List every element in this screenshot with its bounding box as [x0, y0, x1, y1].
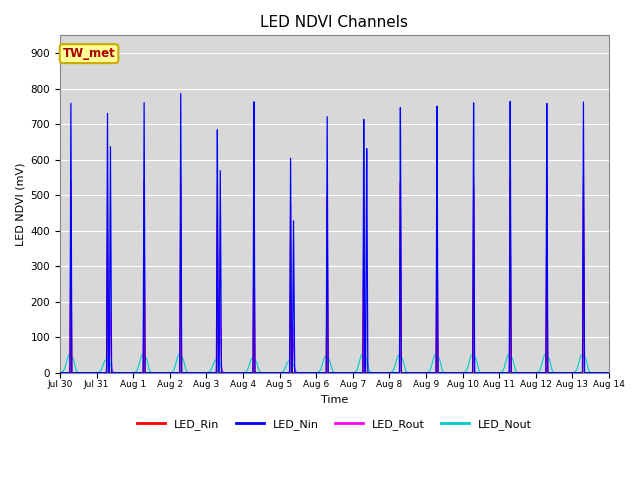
- LED_Nin: [173, 370, 181, 375]
- LED_Rout: [262, 370, 269, 375]
- LED_Rout: [488, 370, 496, 375]
- LED_Rout: [173, 370, 181, 375]
- LED_Nout: [262, 370, 269, 375]
- LED_Rout: [410, 370, 418, 375]
- LED_Nin: [605, 370, 613, 375]
- LED_Nin: [410, 370, 418, 375]
- LED_Rout: [250, 177, 258, 183]
- LED_Rin: [177, 173, 184, 179]
- LED_Rin: [56, 370, 64, 375]
- Line: LED_Nin: LED_Nin: [60, 94, 609, 372]
- LED_Nout: [488, 370, 496, 375]
- LED_Rin: [168, 370, 175, 375]
- Legend: LED_Rin, LED_Nin, LED_Rout, LED_Nout: LED_Rin, LED_Nin, LED_Rout, LED_Nout: [132, 415, 536, 434]
- LED_Rin: [173, 370, 181, 375]
- LED_Nout: [173, 355, 181, 360]
- LED_Nout: [605, 370, 613, 375]
- LED_Rin: [262, 370, 269, 375]
- Line: LED_Nout: LED_Nout: [60, 355, 609, 372]
- Title: LED NDVI Channels: LED NDVI Channels: [260, 15, 408, 30]
- LED_Rout: [604, 370, 611, 375]
- LED_Rin: [605, 370, 613, 375]
- LED_Rin: [488, 370, 496, 375]
- LED_Rin: [604, 370, 611, 375]
- Line: LED_Rin: LED_Rin: [60, 176, 609, 372]
- LED_Rin: [410, 370, 418, 375]
- LED_Nin: [177, 91, 184, 96]
- LED_Nout: [410, 370, 418, 375]
- LED_Nout: [604, 370, 611, 375]
- LED_Rout: [605, 370, 613, 375]
- LED_Nout: [56, 370, 64, 375]
- Text: TW_met: TW_met: [63, 47, 115, 60]
- LED_Rout: [56, 370, 64, 375]
- Line: LED_Rout: LED_Rout: [60, 180, 609, 372]
- Y-axis label: LED NDVI (mV): LED NDVI (mV): [15, 162, 25, 246]
- LED_Nin: [56, 370, 64, 375]
- LED_Nout: [168, 370, 175, 375]
- X-axis label: Time: Time: [321, 395, 348, 405]
- LED_Nout: [175, 352, 183, 358]
- LED_Nin: [168, 370, 175, 375]
- LED_Rout: [168, 370, 175, 375]
- LED_Nin: [488, 370, 496, 375]
- LED_Nin: [262, 370, 269, 375]
- LED_Nin: [604, 370, 611, 375]
